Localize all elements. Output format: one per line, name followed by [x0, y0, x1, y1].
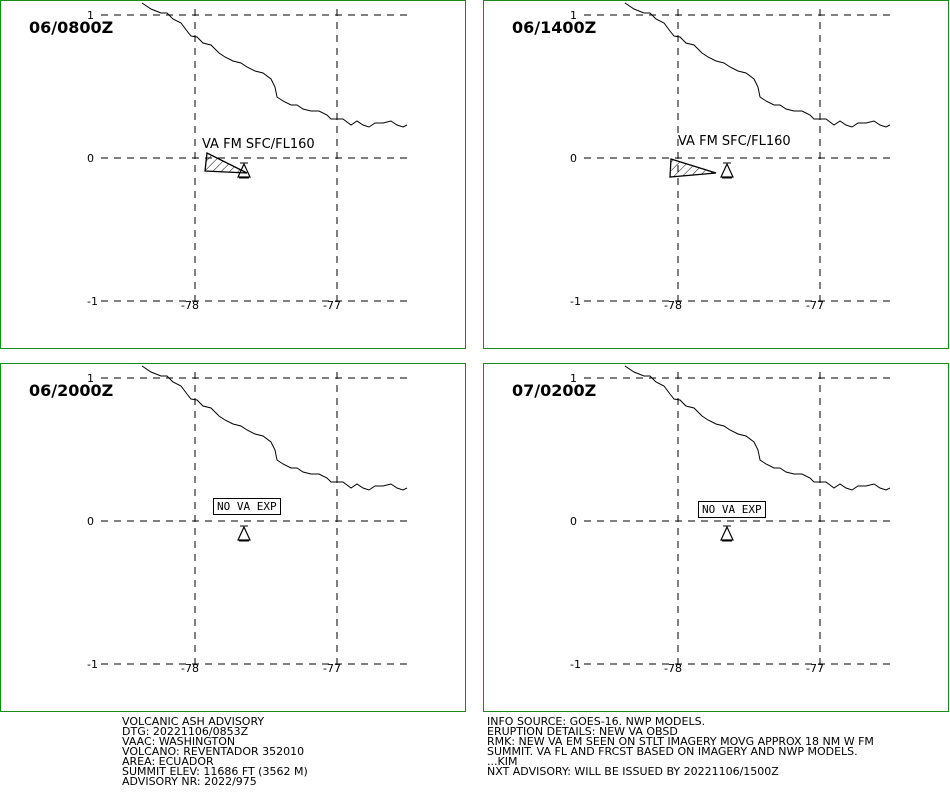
map-graphic: 1 0 -1 -78 -77 [87, 2, 408, 312]
advisory-line: ...KIM [487, 755, 518, 768]
longitude-label: -77 [323, 662, 341, 675]
longitude-label: -78 [181, 299, 199, 312]
map-graphic: 1 0 -1 -78 -77 [570, 365, 891, 675]
advisory-line: SUMMIT ELEV: 11686 FT (3562 M) [122, 765, 308, 778]
map-panel-2: 06/1400Z 1 0 -1 -78 -77 VA FM SFC/FL160 [483, 0, 949, 349]
latitude-label: -1 [570, 295, 581, 308]
latitude-label: 0 [570, 152, 577, 165]
advisory-line: RMK: NEW VA EM SEEN ON STLT IMAGERY MOVG… [487, 735, 874, 748]
advisory-line: ADVISORY NR: 2022/975 [122, 775, 257, 788]
latitude-label: 0 [570, 515, 577, 528]
advisory-line: DTG: 20221106/0853Z [122, 725, 249, 738]
latitude-label: 1 [570, 9, 577, 22]
volcano-icon [237, 525, 251, 542]
panel-time: 07/0200Z [512, 381, 597, 400]
latitude-label: 1 [87, 372, 94, 385]
no-ash-label: NO VA EXP [213, 498, 281, 515]
latitude-label: -1 [87, 658, 98, 671]
advisory-line: SUMMIT. VA FL AND FRCST BASED ON IMAGERY… [487, 745, 858, 758]
map-panel-1: 06/0800Z 1 0 -1 -78 -77 VA FM SFC/FL160 [0, 0, 466, 349]
longitude-label: -77 [806, 299, 824, 312]
map-graphic: 1 0 -1 -78 -77 [87, 365, 408, 675]
latitude-label: 1 [570, 372, 577, 385]
ash-layer-label: VA FM SFC/FL160 [678, 134, 791, 149]
map-graphic: 1 0 -1 -78 -77 [570, 2, 891, 312]
latitude-label: 1 [87, 9, 94, 22]
coastline [141, 2, 408, 128]
panel-time: 06/1400Z [512, 18, 597, 37]
latitude-label: 0 [87, 152, 94, 165]
volcano-icon [720, 162, 734, 179]
latitude-label: -1 [570, 658, 581, 671]
longitude-label: -78 [664, 662, 682, 675]
longitude-label: -77 [806, 662, 824, 675]
advisory-text-right: INFO SOURCE: GOES-16. NWP MODELS. ERUPTI… [487, 715, 874, 778]
latitude-label: -1 [87, 295, 98, 308]
map-panel-3: 06/2000Z 1 0 -1 -78 -77 NO VA EXP [0, 363, 466, 712]
longitude-label: -78 [664, 299, 682, 312]
coastline [624, 2, 891, 128]
ash-area [204, 152, 248, 174]
panel-time: 06/2000Z [29, 381, 114, 400]
latitude-label: 0 [87, 515, 94, 528]
longitude-label: -78 [181, 662, 199, 675]
advisory-text-left: VOLCANIC ASH ADVISORY DTG: 20221106/0853… [122, 715, 308, 788]
coastline [624, 365, 891, 491]
longitude-label: -77 [323, 299, 341, 312]
volcano-icon [720, 525, 734, 542]
coastline [141, 365, 408, 491]
advisory-line: NXT ADVISORY: WILL BE ISSUED BY 20221106… [487, 765, 779, 778]
advisory-line: VAAC: WASHINGTON [122, 735, 236, 748]
advisory-line: ERUPTION DETAILS: NEW VA OBSD [487, 725, 678, 738]
no-ash-label: NO VA EXP [698, 501, 766, 518]
advisory-line: VOLCANIC ASH ADVISORY [122, 715, 265, 728]
map-panel-4: 07/0200Z 1 0 -1 -78 -77 NO VA EXP [483, 363, 949, 712]
ash-layer-label: VA FM SFC/FL160 [202, 137, 315, 152]
advisory-line: VOLCANO: REVENTADOR 352010 [122, 745, 305, 758]
ash-area [669, 158, 717, 178]
advisory-line: INFO SOURCE: GOES-16. NWP MODELS. [487, 715, 706, 728]
advisory-line: AREA: ECUADOR [122, 755, 214, 768]
panel-time: 06/0800Z [29, 18, 114, 37]
